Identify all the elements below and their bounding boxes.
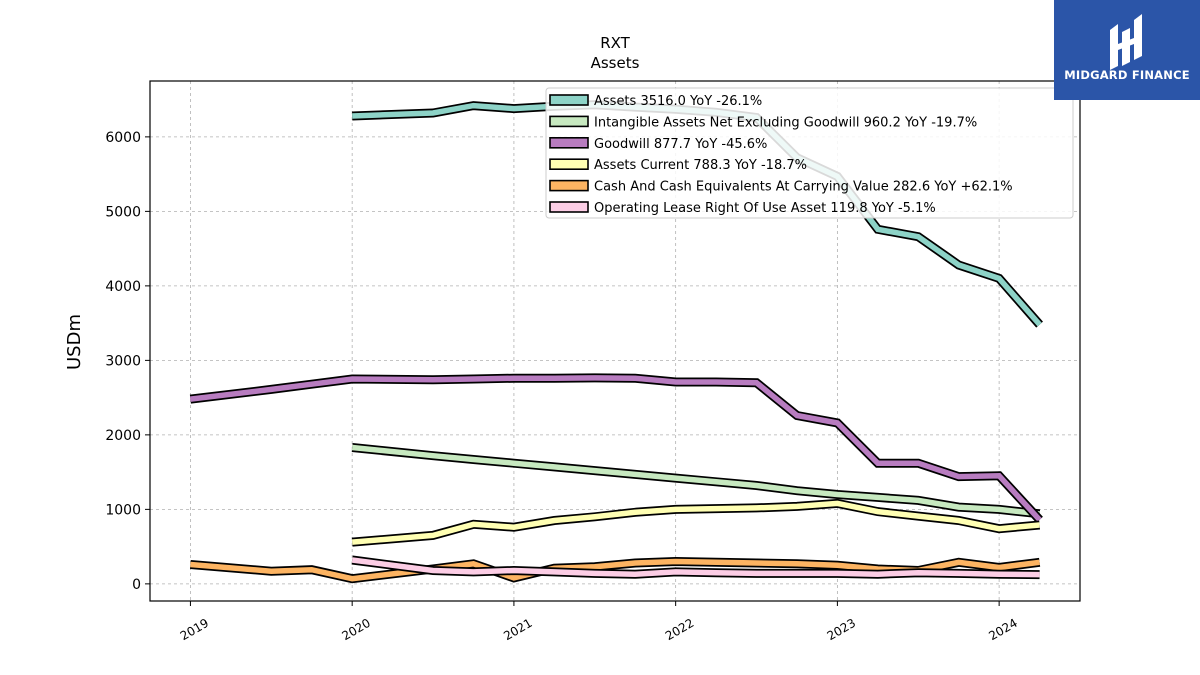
brand-name: MIDGARD FINANCE xyxy=(1064,68,1190,82)
series-line xyxy=(190,375,1042,522)
series-line xyxy=(351,557,1040,578)
brand-logo: MIDGARD FINANCE xyxy=(1054,0,1200,100)
legend-box xyxy=(545,87,1074,219)
chart-subtitle: Assets xyxy=(591,54,640,72)
y-axis-label: USDm xyxy=(64,314,85,370)
legend-swatch xyxy=(549,94,589,106)
legend-label: Goodwill 877.7 YoY -45.6% xyxy=(594,137,767,152)
y-tick-label: 3000 xyxy=(105,353,141,369)
legend-label: Assets 3516.0 YoY -26.1% xyxy=(594,94,762,109)
logo-mark-icon xyxy=(1110,14,1142,70)
legend-swatch xyxy=(549,179,589,192)
y-tick-label: 5000 xyxy=(105,204,141,220)
y-tick-label: 2000 xyxy=(105,428,141,444)
y-tick-label: 1000 xyxy=(105,502,141,518)
y-tick-label: 6000 xyxy=(105,130,141,146)
chart-title: RXT xyxy=(600,34,630,52)
series-line xyxy=(351,444,1040,517)
x-tick-label: 2019 xyxy=(178,616,211,643)
y-tick-label: 4000 xyxy=(105,279,141,295)
legend-swatch xyxy=(549,137,589,149)
x-tick-label: 2024 xyxy=(986,616,1019,643)
x-tick-label: 2020 xyxy=(339,616,372,643)
x-axis: 2019 2020 2021 2022 2023 2024 xyxy=(178,601,1020,643)
legend-label: Intangible Assets Net Excluding Goodwill… xyxy=(594,115,977,130)
series-line xyxy=(351,500,1040,545)
legend-label: Assets Current 788.3 YoY -18.7% xyxy=(594,158,807,173)
legend-swatch xyxy=(549,158,589,170)
legend-swatch xyxy=(549,201,589,213)
legend-swatch xyxy=(549,115,589,128)
legend-label: Cash And Cash Equivalents At Carrying Va… xyxy=(594,180,1013,195)
legend: Assets 3516.0 YoY -26.1% Intangible Asset… xyxy=(545,87,1074,219)
plot-frame xyxy=(149,80,1081,602)
x-tick-label: 2023 xyxy=(825,616,858,643)
legend-label: Operating Lease Right Of Use Asset 119.8… xyxy=(594,201,936,216)
x-tick-label: 2022 xyxy=(663,616,696,643)
x-tick-label: 2021 xyxy=(501,616,534,643)
y-tick-label: 0 xyxy=(132,577,141,593)
y-axis: 0 1000 2000 3000 4000 5000 6000 xyxy=(105,130,150,593)
